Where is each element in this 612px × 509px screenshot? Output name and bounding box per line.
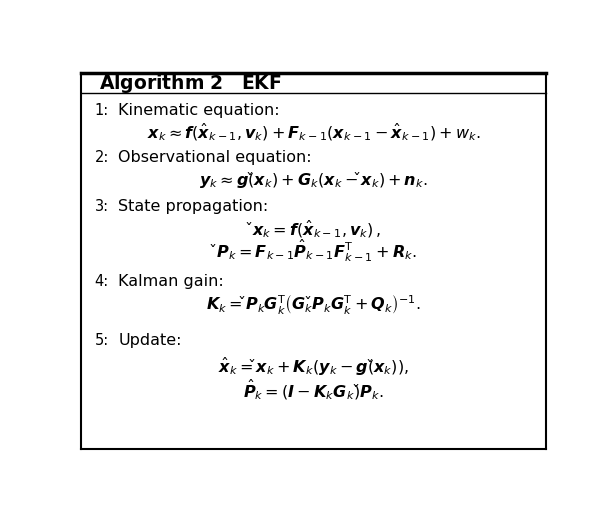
Text: $\boldsymbol{y}_k \approx \boldsymbol{g}(\check{\boldsymbol{x}}_k) + \boldsymbol: $\boldsymbol{y}_k \approx \boldsymbol{g}… [200,169,428,189]
Text: $\check{\boldsymbol{P}}_k = \boldsymbol{F}_{k-1}\hat{\boldsymbol{P}}_{k-1}\bolds: $\check{\boldsymbol{P}}_k = \boldsymbol{… [211,237,417,263]
Text: State propagation:: State propagation: [118,199,269,214]
Text: $\mathbf{Algorithm\ 2}$$\quad \mathbf{EKF}$: $\mathbf{Algorithm\ 2}$$\quad \mathbf{EK… [99,72,282,95]
Text: $\hat{\boldsymbol{P}}_k = \left(\boldsymbol{I} - \boldsymbol{K}_k \boldsymbol{G}: $\hat{\boldsymbol{P}}_k = \left(\boldsym… [244,377,384,402]
Text: 4:: 4: [94,273,109,288]
Text: $\check{\boldsymbol{x}}_k = \boldsymbol{f}(\hat{\boldsymbol{x}}_{k-1}, \boldsymb: $\check{\boldsymbol{x}}_k = \boldsymbol{… [246,218,381,239]
Text: $\hat{\boldsymbol{x}}_k = \check{\boldsymbol{x}}_k + \boldsymbol{K}_k\left(\bold: $\hat{\boldsymbol{x}}_k = \check{\boldsy… [218,355,409,377]
Text: $\boldsymbol{x}_k \approx \boldsymbol{f}(\hat{\boldsymbol{x}}_{k-1}, \boldsymbol: $\boldsymbol{x}_k \approx \boldsymbol{f}… [147,122,480,143]
Text: $\boldsymbol{K}_k = \check{\boldsymbol{P}}_k \boldsymbol{G}_k^{\mathrm{T}}\left(: $\boldsymbol{K}_k = \check{\boldsymbol{P… [206,293,421,317]
Text: Update:: Update: [118,333,182,348]
Text: Kalman gain:: Kalman gain: [118,273,224,288]
Text: Observational equation:: Observational equation: [118,150,312,164]
Text: 1:: 1: [94,103,109,118]
Text: Kinematic equation:: Kinematic equation: [118,103,280,118]
Text: 5:: 5: [94,333,109,348]
Text: 3:: 3: [94,199,109,214]
Text: 2:: 2: [94,150,109,164]
